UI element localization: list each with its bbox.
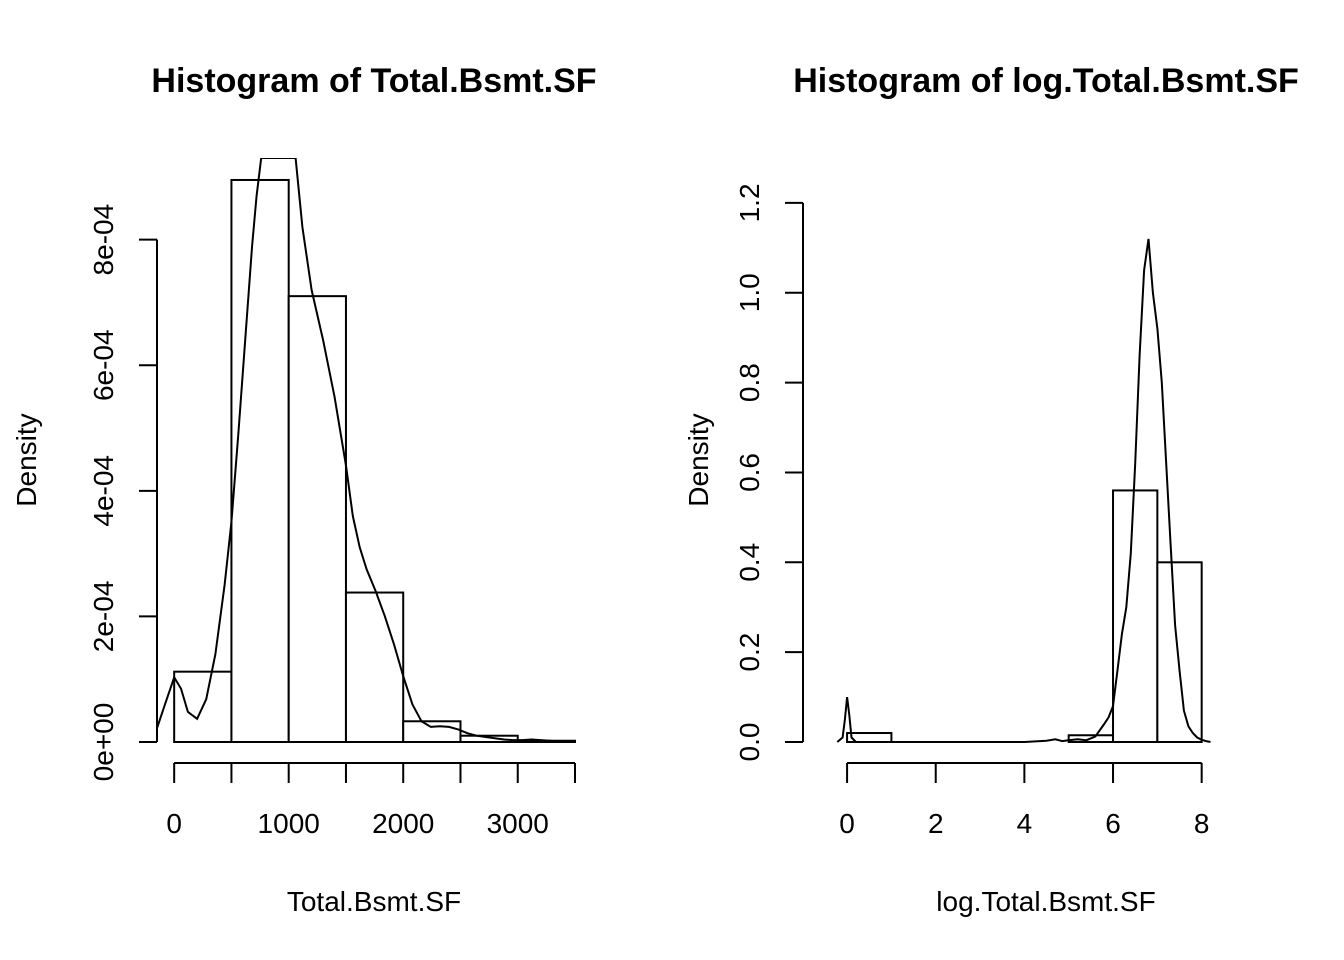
x-tick-label: 6	[1105, 808, 1121, 839]
x-axis-label: log.Total.Bsmt.SF	[936, 886, 1155, 917]
y-tick-label: 1.0	[734, 273, 765, 312]
y-tick-label: 0.2	[734, 633, 765, 672]
y-tick-label: 0.8	[734, 363, 765, 402]
y-tick-label: 0.6	[734, 453, 765, 492]
histogram-bar	[1112, 489, 1159, 743]
x-tick-label: 2000	[372, 808, 434, 839]
y-axis: 0.0 0.2 0.4 0.6 0.8 1.0 1.2	[734, 183, 804, 762]
bars	[846, 489, 1203, 743]
y-tick-label: 0e+00	[88, 703, 119, 782]
x-tick-label: 0	[166, 808, 182, 839]
panel-total-bsmt-sf: Histogram of Total.Bsmt.SF Total.Bsmt.SF…	[11, 62, 597, 917]
x-tick-label: 4	[1017, 808, 1033, 839]
bars	[173, 178, 577, 744]
x-tick-label: 2	[928, 808, 944, 839]
x-tick-label: 1000	[258, 808, 320, 839]
density-curve	[836, 238, 1211, 743]
chart-title: Histogram of Total.Bsmt.SF	[151, 62, 596, 100]
y-tick-label: 1.2	[734, 183, 765, 222]
x-tick-label: 3000	[487, 808, 549, 839]
density-line	[156, 158, 575, 743]
density-line	[836, 238, 1211, 743]
y-axis: 0e+00 2e-04 4e-04 6e-04 8e-04	[88, 204, 158, 782]
y-tick-label: 4e-04	[88, 455, 119, 527]
x-tick-label: 0	[839, 808, 855, 839]
y-tick-label: 6e-04	[88, 329, 119, 401]
chart-title: Histogram of log.Total.Bsmt.SF	[793, 62, 1299, 100]
y-tick-label: 0.0	[734, 723, 765, 762]
x-axis: 0 1000 2000 3000	[166, 762, 576, 839]
histogram-bar	[287, 295, 347, 743]
y-tick-label: 8e-04	[88, 204, 119, 276]
histogram-bar	[344, 591, 405, 744]
x-tick-label: 8	[1194, 808, 1210, 839]
density-curve	[156, 158, 575, 743]
y-axis-label: Density	[683, 413, 714, 506]
x-axis: 0 2 4 6 8	[839, 762, 1210, 839]
histogram-bar	[1156, 561, 1203, 743]
histogram-bar	[230, 178, 290, 743]
y-axis-label: Density	[11, 413, 42, 506]
histogram-bar	[402, 720, 462, 743]
panel-log-total-bsmt-sf: Histogram of log.Total.Bsmt.SF log.Total…	[683, 62, 1299, 917]
x-axis-label: Total.Bsmt.SF	[287, 886, 461, 917]
y-tick-label: 2e-04	[88, 581, 119, 653]
histogram-bar	[459, 734, 519, 744]
y-tick-label: 0.4	[734, 543, 765, 582]
